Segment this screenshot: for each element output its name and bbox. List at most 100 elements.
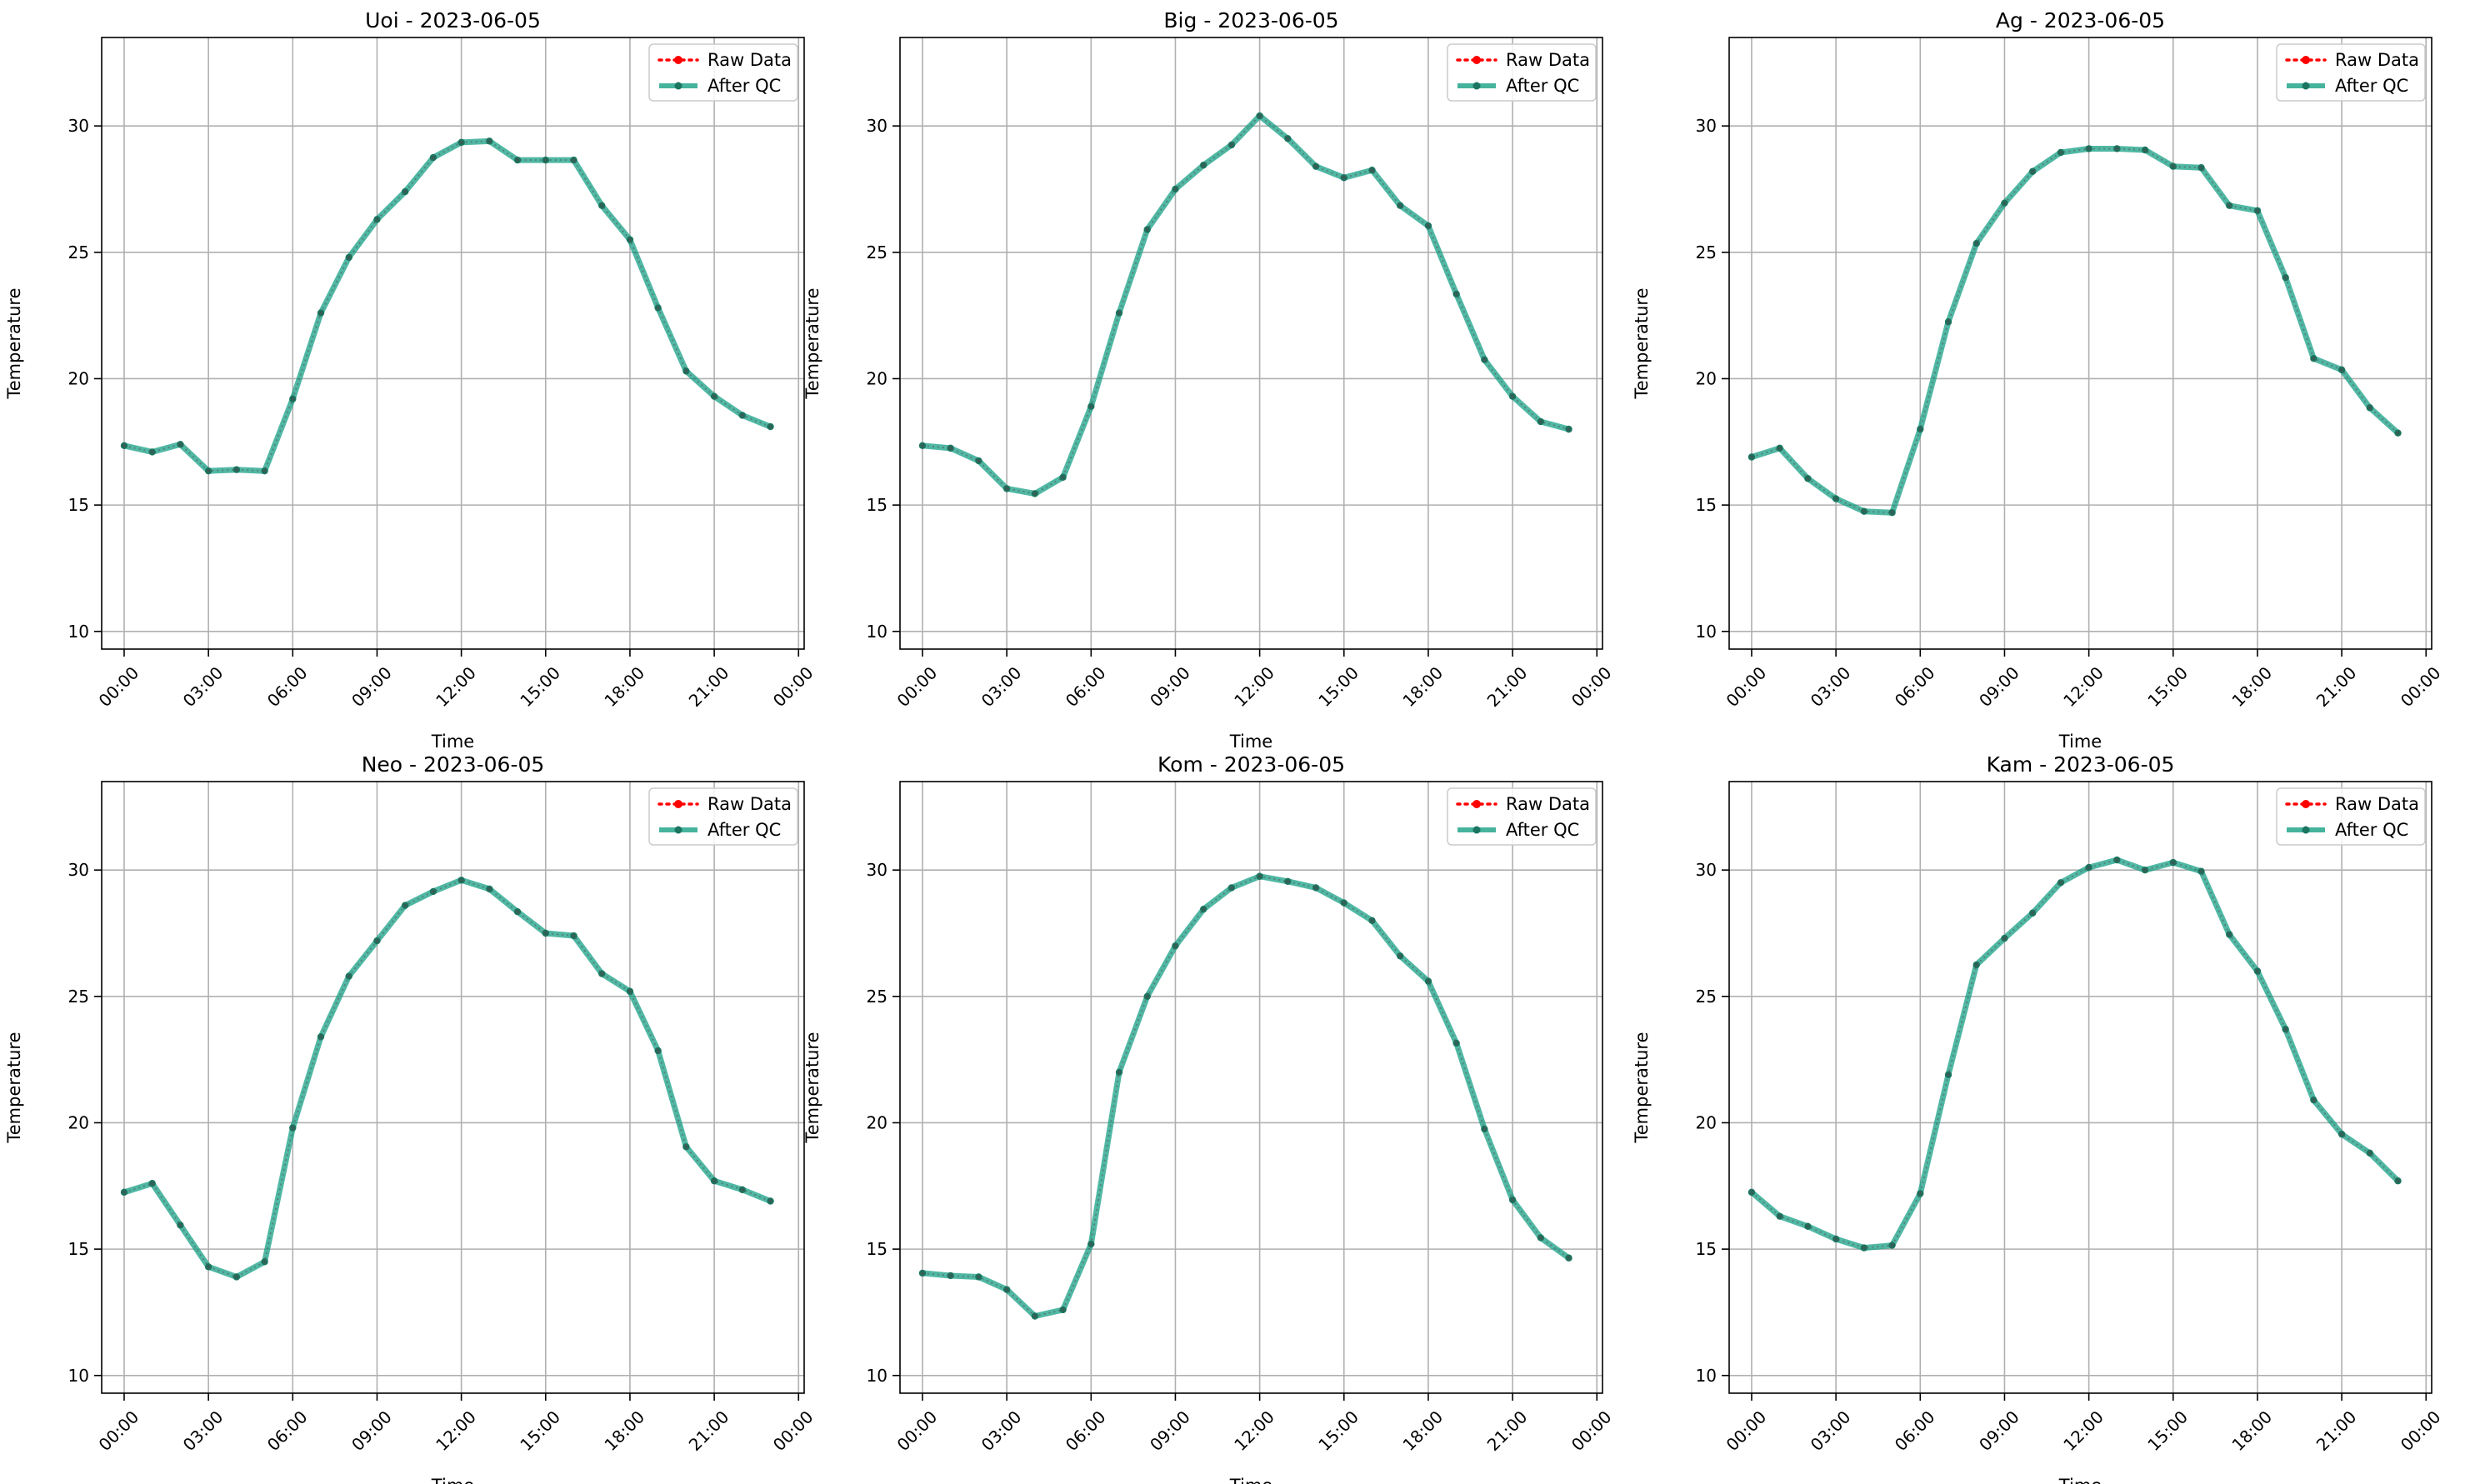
x-tick-label: 18:00 (2228, 662, 2276, 711)
plot-frame (899, 781, 1603, 1394)
data-point-raw-data (1890, 1243, 1894, 1247)
data-point-raw-data (2142, 867, 2148, 872)
data-point-raw-data (1510, 394, 1515, 398)
data-point-raw-data (1862, 1246, 1867, 1250)
x-tick-label: 00:00 (1722, 662, 1771, 711)
y-tick-label: 10 (1696, 1366, 1717, 1386)
legend-marker-raw-data (674, 800, 682, 808)
data-point-raw-data (2255, 969, 2260, 973)
x-tick-label: 03:00 (179, 662, 228, 711)
series-line-after-qc (121, 877, 773, 1280)
y-tick-label: 15 (1696, 495, 1717, 515)
x-tick-label: 18:00 (1398, 662, 1447, 711)
data-point-raw-data (2087, 147, 2091, 151)
data-point-raw-data (712, 1179, 717, 1183)
data-point-raw-data (684, 369, 688, 373)
series-line-raw-data (922, 875, 1570, 1317)
data-point-raw-data (1749, 1190, 1754, 1195)
data-point-raw-data (1398, 954, 1402, 958)
data-point-raw-data (375, 938, 379, 943)
y-axis-label: Temperature (4, 1032, 24, 1143)
data-point-raw-data (1749, 455, 1754, 459)
y-axis-label: Temperature (1632, 287, 1652, 399)
data-point-raw-data (291, 1126, 295, 1130)
x-tick-label: 06:00 (263, 1407, 312, 1455)
data-point-raw-data (1567, 1256, 1571, 1260)
data-point-raw-data (1370, 918, 1374, 923)
y-tick-label: 25 (1696, 987, 1717, 1007)
legend: Raw Data After QC (648, 43, 798, 102)
y-tick-label: 10 (867, 622, 888, 642)
data-point-raw-data (2030, 169, 2035, 173)
data-point-raw-data (122, 443, 127, 448)
series-line-raw-data (123, 140, 771, 472)
data-point-raw-data (1286, 137, 1290, 141)
data-point-raw-data (2171, 860, 2175, 865)
data-point-raw-data (2228, 932, 2232, 937)
x-tick-label: 15:00 (516, 662, 564, 711)
data-point-raw-data (1342, 176, 1346, 180)
y-tick-label: 20 (68, 1112, 89, 1132)
data-point-raw-data (1398, 203, 1402, 207)
x-tick-label: 06:00 (263, 662, 312, 711)
y-axis-label: Temperature (1632, 1032, 1652, 1143)
x-tick-label: 18:00 (600, 662, 648, 711)
chart-title: Ag - 2023-06-05 (1996, 8, 2165, 32)
y-tick-label: 15 (1696, 1239, 1717, 1259)
x-tick-label: 00:00 (95, 662, 143, 711)
data-point-raw-data (1145, 227, 1149, 232)
legend-marker-after-qc (2302, 82, 2310, 90)
x-tick-label: 21:00 (1483, 662, 1532, 711)
data-point-raw-data (2339, 367, 2344, 372)
x-tick-label: 03:00 (179, 1407, 228, 1455)
x-tick-label: 21:00 (685, 662, 733, 711)
data-point-raw-data (1370, 168, 1374, 172)
data-point-raw-data (1833, 1237, 1838, 1242)
x-tick-label: 06:00 (1062, 662, 1110, 711)
data-point-raw-data (1089, 404, 1093, 409)
plot-frame (101, 781, 805, 1394)
x-tick-label: 21:00 (2312, 1407, 2361, 1455)
legend-label-after-qc: After QC (2335, 76, 2408, 96)
data-point-raw-data (1173, 187, 1178, 192)
chart-title: Kom - 2023-06-05 (1158, 752, 1345, 777)
legend-label-raw-data: Raw Data (2335, 794, 2419, 814)
data-point-raw-data (1778, 1214, 1782, 1218)
data-point-raw-data (1089, 1242, 1093, 1247)
data-point-raw-data (488, 139, 492, 143)
data-point-raw-data (206, 468, 211, 473)
data-point-raw-data (2115, 857, 2119, 862)
x-tick-label: 00:00 (1568, 1407, 1616, 1455)
x-tick-label: 09:00 (1146, 662, 1194, 711)
plot-frame (101, 37, 805, 650)
y-tick-label: 30 (867, 116, 888, 136)
data-point-raw-data (2058, 150, 2063, 155)
data-point-raw-data (1974, 241, 1978, 246)
y-tick-label: 20 (1696, 368, 1717, 388)
y-tick-label: 30 (68, 860, 89, 880)
x-tick-label: 21:00 (1483, 1407, 1532, 1455)
x-tick-label: 09:00 (1975, 1407, 2023, 1455)
legend-label-raw-data: Raw Data (708, 50, 792, 70)
x-tick-label: 15:00 (1314, 662, 1362, 711)
data-point-raw-data (1286, 879, 1290, 884)
x-tick-label: 09:00 (348, 1407, 396, 1455)
y-tick-label: 30 (68, 116, 89, 136)
x-tick-label: 15:00 (1314, 1407, 1362, 1455)
data-point-raw-data (768, 1199, 772, 1203)
data-point-raw-data (1145, 994, 1149, 999)
data-point-raw-data (1229, 142, 1234, 147)
data-point-raw-data (1117, 311, 1122, 315)
data-point-raw-data (2087, 865, 2091, 870)
data-point-raw-data (2002, 936, 2007, 941)
y-tick-label: 30 (1696, 116, 1717, 136)
data-point-raw-data (1313, 886, 1318, 890)
y-tick-label: 30 (1696, 860, 1717, 880)
data-point-raw-data (2283, 275, 2288, 280)
series-line-after-qc (919, 112, 1572, 497)
x-tick-label: 03:00 (978, 1407, 1026, 1455)
data-point-raw-data (150, 1182, 154, 1186)
data-point-raw-data (1806, 1224, 1810, 1229)
data-point-raw-data (1567, 427, 1571, 432)
x-axis-label: Time (2058, 1476, 2102, 1484)
